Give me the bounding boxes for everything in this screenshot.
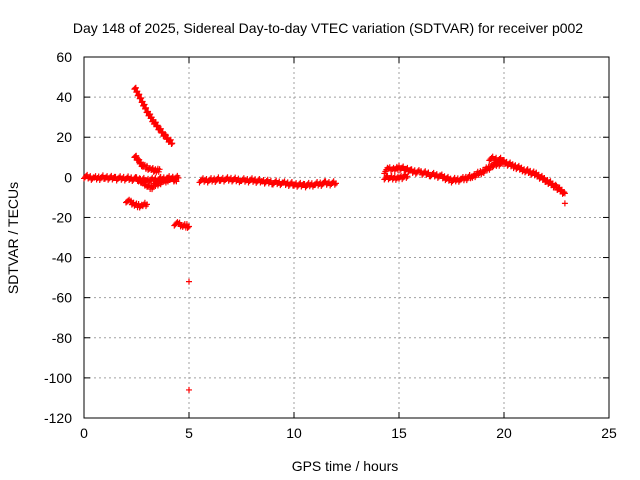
data-point (333, 180, 339, 187)
data-point (140, 178, 147, 185)
plot-frame (83, 56, 610, 419)
data-point (167, 136, 174, 143)
data-point (168, 140, 175, 147)
data-point (561, 200, 568, 207)
x-axis-label: GPS time / hours (292, 458, 399, 474)
y-axis-label: SDTVAR / TECUs (5, 182, 21, 294)
y-tick-label: -80 (52, 330, 72, 346)
y-tick-label: -100 (44, 370, 72, 386)
x-tick-label: 25 (601, 425, 617, 441)
y-tick-labels: 60 40 20 0 -20 -40 -60 -80 -100 -120 (44, 49, 72, 426)
data-point (186, 278, 192, 285)
y-tick-label: 0 (64, 169, 72, 185)
y-tick-label: 40 (56, 89, 72, 105)
data-point (154, 122, 161, 129)
data-point (186, 223, 192, 230)
data-point (561, 189, 568, 196)
x-tick-labels: 0 5 10 15 20 25 (80, 425, 617, 441)
y-tick-label: -20 (52, 209, 72, 225)
y-tick-label: 60 (56, 49, 72, 65)
data-point (169, 140, 176, 147)
x-tick-label: 10 (286, 425, 302, 441)
data-point (552, 181, 559, 188)
data-point (425, 169, 432, 176)
y-tick-label: -120 (44, 410, 72, 426)
data-point (144, 162, 150, 169)
data-point (162, 131, 169, 138)
data-point (154, 122, 161, 129)
y-tick-label: -40 (52, 250, 72, 266)
axis-ticks (83, 56, 610, 419)
x-tick-label: 15 (391, 425, 407, 441)
data-point (288, 179, 295, 186)
data-point (404, 173, 411, 180)
data-point (173, 178, 180, 185)
data-point (561, 190, 568, 197)
y-tick-label: 20 (56, 129, 72, 145)
data-point (501, 157, 507, 164)
chart-title: Day 148 of 2025, Sidereal Day-to-day VTE… (73, 20, 583, 36)
data-point (99, 172, 106, 179)
data-point (267, 177, 274, 184)
x-tick-label: 20 (496, 425, 512, 441)
data-point (400, 163, 407, 170)
data-point (156, 166, 163, 173)
grid (84, 57, 609, 418)
data-points (81, 84, 568, 393)
data-point (186, 386, 192, 393)
x-tick-label: 0 (80, 425, 88, 441)
data-point (157, 125, 164, 132)
data-point (144, 201, 150, 208)
y-tick-label: -60 (52, 290, 72, 306)
x-tick-label: 5 (185, 425, 193, 441)
data-point (139, 179, 146, 186)
data-point (152, 119, 159, 126)
